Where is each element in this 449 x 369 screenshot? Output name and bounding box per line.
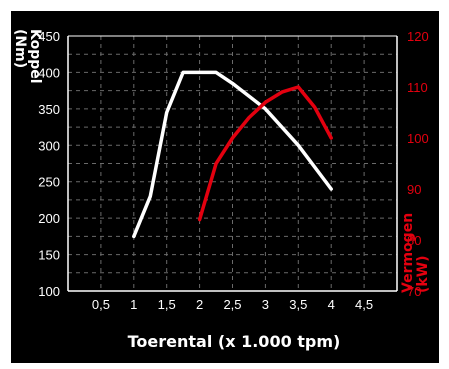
right-axis-title-line-2: (kW) <box>415 255 431 293</box>
left-y-tick-label: 350 <box>38 102 60 117</box>
x-tick-label: 1,5 <box>158 297 176 312</box>
right-y-tick-label: 70 <box>407 284 421 299</box>
svg-text:Koppel (Nm): Koppel (Nm) <box>12 29 43 88</box>
left-axis-title-line-2: (Nm) <box>12 29 28 68</box>
right-axis-title: Vermogen (kW) <box>400 208 431 293</box>
left-axis-title: Koppel (Nm) <box>12 29 43 88</box>
tick-labels: 0,5 1 1,5 2 2,5 3 3,5 4 4,5 100 150 200 250 300 350 400… <box>38 29 428 312</box>
left-y-tick-label: 450 <box>38 29 60 44</box>
svg-text:Vermogen (kW): Vermogen (kW) <box>400 208 431 293</box>
left-y-tick-label: 100 <box>38 284 60 299</box>
left-axis-title-line-1: Koppel <box>27 29 43 84</box>
right-y-tick-label: 110 <box>407 80 428 95</box>
x-tick-label: 4 <box>328 297 335 312</box>
torque-line <box>132 70 333 239</box>
grid-lines <box>67 35 398 292</box>
right-y-tick-label: 80 <box>407 233 421 248</box>
series-lines <box>132 70 333 239</box>
x-tick-label: 3 <box>262 297 269 312</box>
x-tick-label: 0,5 <box>92 297 110 312</box>
x-tick-label: 3,5 <box>289 297 307 312</box>
right-y-tick-label: 100 <box>407 131 429 146</box>
x-tick-label: 4,5 <box>355 297 373 312</box>
right-axis-title-line-1: Vermogen <box>400 213 416 293</box>
x-tick-label: 1 <box>130 297 137 312</box>
power-line <box>197 85 333 222</box>
x-axis-title: Toerental (x 1.000 tpm) <box>128 332 341 351</box>
right-y-tick-label: 90 <box>407 182 421 197</box>
x-tick-label: 2 <box>196 297 203 312</box>
left-y-tick-label: 200 <box>38 211 60 226</box>
right-y-tick-label: 120 <box>407 29 429 44</box>
left-y-tick-label: 250 <box>38 175 60 190</box>
chart-svg: 0,5 1 1,5 2 2,5 3 3,5 4 4,5 100 150 200 250 300 350 400… <box>12 29 431 351</box>
left-y-tick-label: 150 <box>38 248 60 263</box>
chart-panel: 0,5 1 1,5 2 2,5 3 3,5 4 4,5 100 150 200 250 300 350 400… <box>11 11 439 363</box>
left-y-tick-label: 400 <box>38 65 60 80</box>
x-tick-label: 2,5 <box>223 297 241 312</box>
left-y-tick-label: 300 <box>38 138 60 153</box>
